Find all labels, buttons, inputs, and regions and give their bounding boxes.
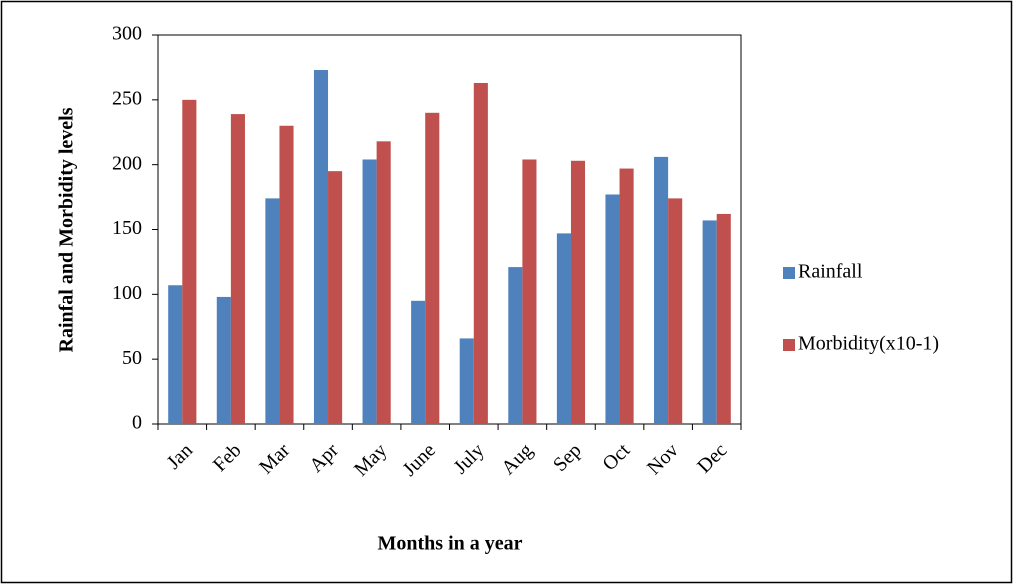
y-tick-label: 200 [112, 152, 142, 174]
legend-swatch [783, 339, 795, 351]
bar [313, 70, 329, 424]
y-tick-label: 150 [112, 217, 142, 239]
bar [522, 159, 537, 425]
bar [702, 220, 717, 424]
y-tick-label: 250 [112, 87, 142, 109]
legend-swatch [783, 267, 795, 279]
y-tick-label: 100 [112, 282, 142, 304]
bar [216, 296, 231, 424]
bar [411, 300, 426, 424]
x-axis-title: Months in a year [378, 533, 523, 555]
bar [265, 198, 280, 424]
bar [668, 198, 683, 424]
bar [425, 112, 440, 425]
bar [376, 141, 391, 424]
y-tick-label: 0 [132, 412, 142, 434]
bar [556, 233, 571, 424]
bar [605, 194, 620, 424]
bar [716, 213, 731, 424]
bar [459, 338, 474, 424]
bar [168, 285, 183, 424]
bar [508, 267, 523, 424]
y-tick-label: 50 [122, 347, 142, 369]
bar [473, 82, 488, 424]
legend-label: Morbidity(x10-1) [798, 333, 939, 355]
bar [654, 156, 669, 425]
bar [362, 159, 377, 425]
legend-label: Rainfall [798, 261, 863, 283]
y-axis-title: Rainfal and Morbidity levels [56, 107, 78, 352]
bar [182, 99, 197, 424]
y-tick-label: 300 [112, 23, 142, 45]
bar [328, 171, 343, 424]
bar [619, 168, 634, 424]
bar [279, 125, 294, 425]
bar [230, 114, 245, 424]
bar [570, 160, 586, 424]
